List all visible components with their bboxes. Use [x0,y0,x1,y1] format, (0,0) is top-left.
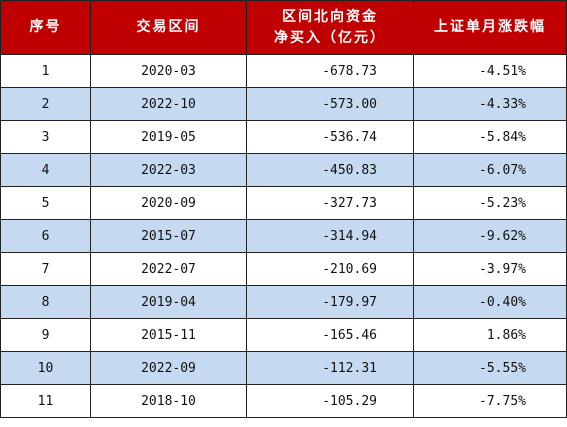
cell-change: 1.86% [413,318,567,352]
cell-index: 8 [0,285,91,319]
header-period: 交易区间 [90,0,247,55]
cell-period: 2022-07 [90,252,247,286]
header-flow: 区间北向资金 净买入（亿元） [246,0,414,55]
cell-change: -6.07% [413,153,567,187]
table-header-row: 序号 交易区间 区间北向资金 净买入（亿元） 上证单月涨跌幅 [0,0,567,55]
table-row: 1 2020-03 -678.73 -4.51% [0,54,567,88]
cell-index: 2 [0,87,91,121]
cell-flow: -450.83 [246,153,414,187]
cell-index: 4 [0,153,91,187]
cell-change: -7.75% [413,384,567,418]
cell-period: 2015-07 [90,219,247,253]
cell-flow: -573.00 [246,87,414,121]
cell-period: 2022-10 [90,87,247,121]
cell-index: 11 [0,384,91,418]
table-row: 9 2015-11 -165.46 1.86% [0,318,567,352]
cell-change: -3.97% [413,252,567,286]
header-change: 上证单月涨跌幅 [413,0,567,55]
cell-change: -9.62% [413,219,567,253]
cell-change: -4.51% [413,54,567,88]
table-row: 5 2020-09 -327.73 -5.23% [0,186,567,220]
cell-flow: -678.73 [246,54,414,88]
cell-flow: -105.29 [246,384,414,418]
table-row: 7 2022-07 -210.69 -3.97% [0,252,567,286]
cell-period: 2020-03 [90,54,247,88]
northbound-flow-table: 序号 交易区间 区间北向资金 净买入（亿元） 上证单月涨跌幅 1 2020-03… [0,0,567,418]
table-row: 2 2022-10 -573.00 -4.33% [0,87,567,121]
cell-flow: -179.97 [246,285,414,319]
cell-index: 5 [0,186,91,220]
cell-period: 2019-05 [90,120,247,154]
header-flow-line2: 净买入（亿元） [274,29,386,46]
cell-change: -0.40% [413,285,567,319]
cell-index: 10 [0,351,91,385]
cell-flow: -165.46 [246,318,414,352]
cell-flow: -112.31 [246,351,414,385]
cell-period: 2022-03 [90,153,247,187]
cell-flow: -314.94 [246,219,414,253]
cell-index: 6 [0,219,91,253]
cell-index: 9 [0,318,91,352]
cell-period: 2019-04 [90,285,247,319]
table-row: 8 2019-04 -179.97 -0.40% [0,285,567,319]
table-row: 10 2022-09 -112.31 -5.55% [0,351,567,385]
cell-period: 2015-11 [90,318,247,352]
table-row: 4 2022-03 -450.83 -6.07% [0,153,567,187]
cell-index: 7 [0,252,91,286]
cell-change: -5.55% [413,351,567,385]
cell-flow: -536.74 [246,120,414,154]
cell-change: -5.23% [413,186,567,220]
cell-change: -5.84% [413,120,567,154]
table-row: 11 2018-10 -105.29 -7.75% [0,384,567,418]
header-flow-line1: 区间北向资金 [282,8,378,25]
table-row: 6 2015-07 -314.94 -9.62% [0,219,567,253]
cell-index: 3 [0,120,91,154]
cell-period: 2020-09 [90,186,247,220]
table-row: 3 2019-05 -536.74 -5.84% [0,120,567,154]
cell-period: 2022-09 [90,351,247,385]
header-index: 序号 [0,0,91,55]
cell-index: 1 [0,54,91,88]
cell-period: 2018-10 [90,384,247,418]
cell-change: -4.33% [413,87,567,121]
cell-flow: -210.69 [246,252,414,286]
cell-flow: -327.73 [246,186,414,220]
